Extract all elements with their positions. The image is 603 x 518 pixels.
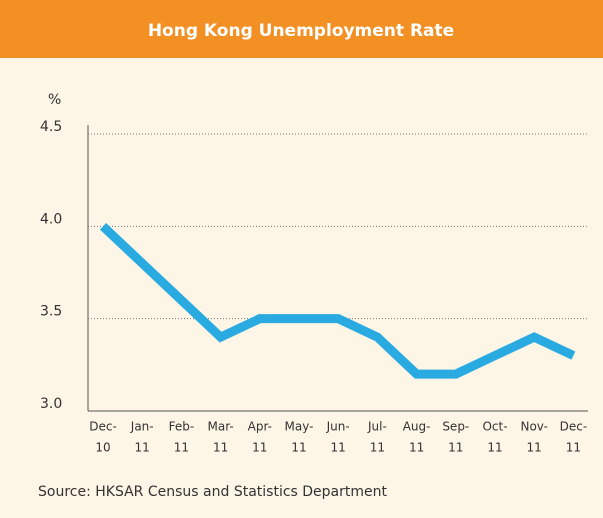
data-line xyxy=(99,223,576,379)
x-tick-label: 11 xyxy=(291,441,306,455)
x-tick-label: Dec- xyxy=(560,420,588,434)
x-tick-label: Jul- xyxy=(367,420,387,434)
x-tick-label: Aug- xyxy=(403,420,431,434)
x-tick-label: 11 xyxy=(370,441,385,455)
x-tick-label: 11 xyxy=(409,441,424,455)
x-tick-label: 11 xyxy=(135,441,150,455)
x-tick-label: Oct- xyxy=(482,420,507,434)
x-tick-label: 10 xyxy=(95,441,110,455)
x-tick-label: Mar- xyxy=(207,420,233,434)
x-tick-label: 11 xyxy=(252,441,267,455)
x-tick-label: Jun- xyxy=(326,420,350,434)
x-tick-label: Feb- xyxy=(169,420,195,434)
chart-title: Hong Kong Unemployment Rate xyxy=(148,21,454,41)
y-tick-label: 3.5 xyxy=(40,304,62,320)
x-tick-label: Jan- xyxy=(130,420,154,434)
x-tick-label: 11 xyxy=(566,441,581,455)
x-tick-label: 11 xyxy=(448,441,463,455)
x-tick-label: 11 xyxy=(213,441,228,455)
x-tick-label: 11 xyxy=(174,441,189,455)
x-tick-label: May- xyxy=(285,420,314,434)
x-tick-label: 11 xyxy=(331,441,346,455)
x-tick-label: Nov- xyxy=(520,420,547,434)
header xyxy=(0,0,603,58)
x-tick-label: Apr- xyxy=(248,420,272,434)
y-tick-label: 3.0 xyxy=(40,396,62,412)
y-axis-label: % xyxy=(48,92,61,108)
y-tick-label: 4.0 xyxy=(40,211,62,227)
x-tick-label: Dec- xyxy=(89,420,117,434)
x-tick-label: 11 xyxy=(527,441,542,455)
y-tick-label: 4.5 xyxy=(40,119,62,135)
source: Source: HKSAR Census and Statistics Depa… xyxy=(38,484,387,500)
x-tick-label: 11 xyxy=(487,441,502,455)
x-tick-label: Sep- xyxy=(442,420,469,434)
